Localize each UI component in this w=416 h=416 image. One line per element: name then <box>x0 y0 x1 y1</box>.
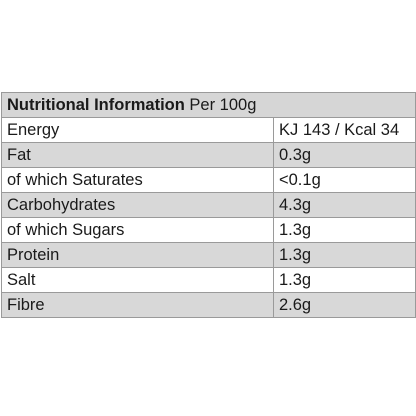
nutrient-label: Energy <box>1 117 274 143</box>
table-title-bold: Nutritional Information <box>7 96 185 114</box>
nutrient-value: 1.3g <box>272 242 416 268</box>
nutrient-label: Fibre <box>1 292 274 318</box>
table-row-carbohydrates: Carbohydrates 4.3g <box>1 192 416 218</box>
nutrient-value: 0.3g <box>272 142 416 168</box>
nutrient-label: Protein <box>1 242 274 268</box>
table-title-rest: Per 100g <box>184 96 257 114</box>
nutrient-label: of which Sugars <box>1 217 274 243</box>
nutrient-label: Carbohydrates <box>1 192 274 218</box>
nutrient-value: 2.6g <box>272 292 416 318</box>
nutrient-label: of which Saturates <box>1 167 274 193</box>
table-header-row: Nutritional Information Per 100g <box>0 92 416 118</box>
nutrition-table: Nutritional Information Per 100g Energy … <box>0 92 416 318</box>
table-row-fibre: Fibre 2.6g <box>1 292 416 318</box>
table-row-sugars: of which Sugars 1.3g <box>1 217 416 243</box>
table-row-protein: Protein 1.3g <box>1 242 416 268</box>
table-title: Nutritional Information Per 100g <box>0 92 416 118</box>
table-row-fat: Fat 0.3g <box>1 142 416 168</box>
table-row-salt: Salt 1.3g <box>1 267 416 293</box>
table-row-energy: Energy KJ 143 / Kcal 34 <box>1 117 416 143</box>
nutrient-value: 4.3g <box>272 192 416 218</box>
nutrient-value: 1.3g <box>272 267 416 293</box>
nutrient-label: Fat <box>1 142 274 168</box>
nutrient-label: Salt <box>1 267 274 293</box>
table-row-saturates: of which Saturates <0.1g <box>1 167 416 193</box>
nutrient-value: 1.3g <box>272 217 416 243</box>
nutrient-value: <0.1g <box>272 167 416 193</box>
nutrient-value: KJ 143 / Kcal 34 <box>272 117 416 143</box>
